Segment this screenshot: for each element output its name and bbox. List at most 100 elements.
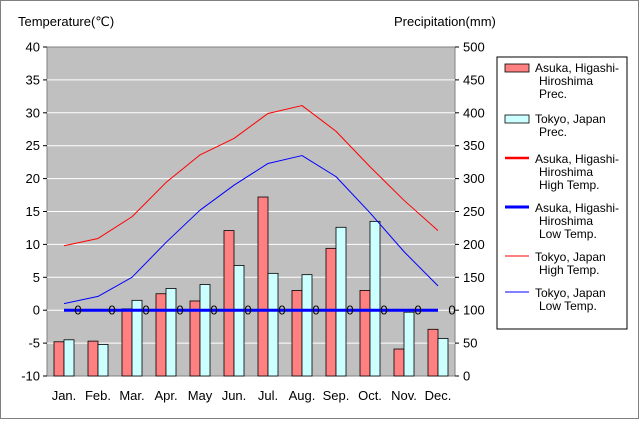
zero-marker: 0 bbox=[176, 303, 183, 318]
precip-bar bbox=[97, 344, 109, 377]
precip-bar bbox=[257, 196, 269, 377]
x-tick-label: Jun. bbox=[222, 388, 247, 403]
y-left-tick-label: 20 bbox=[26, 171, 40, 186]
precip-bar bbox=[121, 308, 133, 377]
bar-series bbox=[53, 196, 449, 377]
legend-label: Prec. bbox=[539, 125, 567, 139]
zero-marker: 0 bbox=[108, 303, 115, 318]
precip-bar bbox=[403, 311, 415, 377]
precip-bar bbox=[335, 226, 347, 377]
precip-bar bbox=[393, 348, 405, 377]
precip-bar bbox=[291, 290, 303, 377]
x-tick-label: Jan. bbox=[52, 388, 77, 403]
x-tick-label: Feb. bbox=[85, 388, 111, 403]
precip-bar bbox=[233, 265, 245, 377]
temp-line bbox=[63, 105, 439, 247]
legend-label: High Temp. bbox=[539, 263, 599, 277]
y-right-tick-label: 100 bbox=[463, 303, 485, 318]
legend-swatch bbox=[504, 114, 530, 124]
precip-bar bbox=[53, 341, 65, 377]
precip-bar bbox=[131, 299, 143, 377]
y-right-tick-label: 400 bbox=[463, 105, 485, 120]
legend-label: Asuka, Higashi- bbox=[535, 152, 619, 166]
zero-marker: 0 bbox=[346, 303, 353, 318]
legend-swatch bbox=[504, 63, 530, 73]
x-tick-label: Mar. bbox=[119, 388, 144, 403]
y-right-tick-label: 200 bbox=[463, 237, 485, 252]
y-left-tick-label: 35 bbox=[26, 72, 40, 87]
legend-label: Low Temp. bbox=[539, 299, 597, 313]
zero-marker: 0 bbox=[380, 303, 387, 318]
y-right-tick-label: 250 bbox=[463, 204, 485, 219]
x-tick-label: Oct. bbox=[358, 388, 382, 403]
legend-label: Tokyo, Japan bbox=[535, 250, 606, 264]
precip-bar bbox=[223, 230, 235, 377]
precip-bar bbox=[437, 338, 449, 377]
y-left-tick-label: 5 bbox=[33, 270, 40, 285]
legend-label: Hiroshima bbox=[539, 165, 593, 179]
y-left-ticks: 40 35 30 25 20 15 10 5 0 -5 -10 bbox=[21, 40, 47, 384]
x-tick-label: Jul. bbox=[258, 388, 278, 403]
legend-label: Tokyo, Japan bbox=[535, 286, 606, 300]
zero-markers: 0 0 0 0 0 0 0 0 0 0 0 0 bbox=[74, 303, 455, 318]
precip-bar bbox=[301, 274, 313, 377]
zero-marker: 0 bbox=[448, 303, 455, 318]
y-right-tick-label: 500 bbox=[463, 40, 485, 55]
y-left-tick-label: -10 bbox=[21, 369, 40, 384]
x-tick-label: Aug. bbox=[289, 388, 316, 403]
y-left-tick-label: 25 bbox=[26, 138, 40, 153]
x-ticks: Jan. Feb. Mar. Apr. May Jun. Jul. Aug. Sep. Oct. N… bbox=[52, 388, 452, 403]
zero-marker: 0 bbox=[312, 303, 319, 318]
zero-marker: 0 bbox=[142, 303, 149, 318]
temp-line bbox=[63, 155, 439, 305]
precip-bar bbox=[267, 272, 279, 377]
legend-label: Prec. bbox=[539, 87, 567, 101]
precip-bar bbox=[63, 339, 75, 377]
y-right-tick-label: 50 bbox=[463, 336, 477, 351]
y-left-tick-label: 10 bbox=[26, 237, 40, 252]
y-right-tick-label: 150 bbox=[463, 270, 485, 285]
zero-marker: 0 bbox=[414, 303, 421, 318]
y-left-axis-label: Temperature(℃) bbox=[18, 14, 114, 29]
y-right-tick-label: 350 bbox=[463, 138, 485, 153]
y-left-tick-label: 15 bbox=[26, 204, 40, 219]
legend-label: Tokyo, Japan bbox=[535, 112, 606, 126]
y-right-tick-label: 0 bbox=[463, 369, 470, 384]
y-left-tick-label: 0 bbox=[33, 303, 40, 318]
x-tick-label: Nov. bbox=[391, 388, 417, 403]
precip-bar bbox=[369, 220, 381, 377]
y-right-tick-label: 450 bbox=[463, 72, 485, 87]
x-tick-label: Sep. bbox=[323, 388, 350, 403]
x-tick-label: Apr. bbox=[154, 388, 177, 403]
zero-marker: 0 bbox=[210, 303, 217, 318]
precip-bar bbox=[427, 328, 439, 377]
precip-bar bbox=[359, 290, 371, 377]
precip-bar bbox=[199, 284, 211, 377]
legend-label: High Temp. bbox=[539, 178, 599, 192]
legend-label: Low Temp. bbox=[539, 227, 597, 241]
precip-bar bbox=[189, 300, 201, 377]
y-left-tick-label: 40 bbox=[26, 40, 40, 55]
legend-label: Asuka, Higashi- bbox=[535, 61, 619, 75]
y-right-tick-label: 300 bbox=[463, 171, 485, 186]
zero-marker: 0 bbox=[74, 303, 81, 318]
legend-label: Hiroshima bbox=[539, 74, 593, 88]
precip-bar bbox=[165, 288, 177, 377]
precip-bar bbox=[325, 247, 337, 377]
y-left-tick-label: -5 bbox=[28, 336, 40, 351]
legend-box bbox=[496, 56, 628, 330]
precip-bar bbox=[87, 340, 99, 377]
x-tick-label: Dec. bbox=[425, 388, 452, 403]
legend-label: Hiroshima bbox=[539, 214, 593, 228]
y-right-axis-label: Precipitation(mm) bbox=[394, 14, 496, 29]
y-left-tick-label: 30 bbox=[26, 105, 40, 120]
zero-marker: 0 bbox=[278, 303, 285, 318]
x-tick-label: May bbox=[188, 388, 213, 403]
zero-marker: 0 bbox=[244, 303, 251, 318]
precip-bar bbox=[155, 293, 167, 377]
legend-label: Asuka, Higashi- bbox=[535, 201, 619, 215]
